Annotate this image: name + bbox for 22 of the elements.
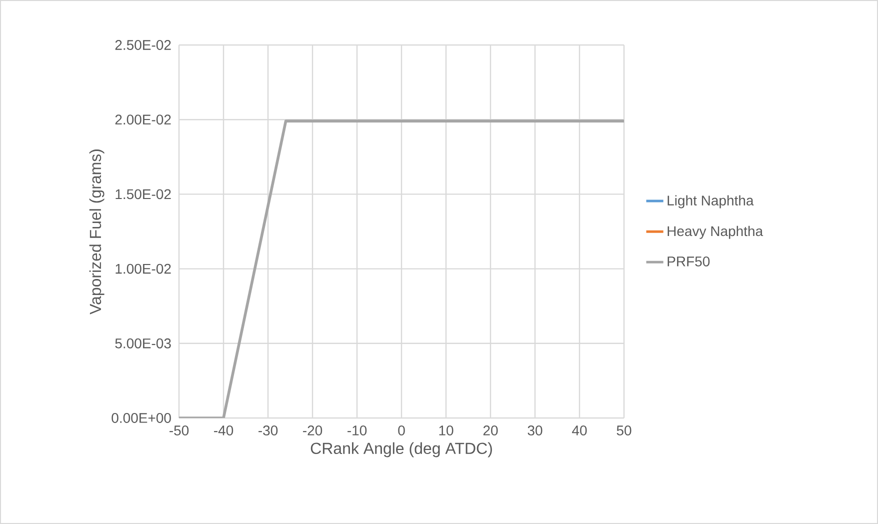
y-tick-label: 0.00E+00 [112, 413, 171, 423]
y-tick-label: 1.50E-02 [116, 189, 171, 200]
x-axis-title: CRank Angle (deg ATDC) [310, 442, 492, 458]
legend-label: Heavy Naphtha [668, 226, 764, 239]
x-tick-label: -40 [214, 426, 234, 436]
y-tick-label: 2.00E-02 [115, 114, 171, 125]
y-tick-label: 2.50E-02 [115, 40, 171, 50]
y-tick-label: 5.00E-03 [115, 338, 171, 348]
y-tick-label: 1.00E-02 [116, 264, 171, 274]
x-tick-label: 50 [616, 426, 632, 436]
y-axis-title: Vaporized Fuel (grams) [89, 150, 104, 314]
x-tick-label: 30 [528, 426, 542, 436]
x-tick-label: 0 [398, 426, 405, 436]
x-tick-label: -30 [258, 426, 278, 436]
x-tick-label: 20 [483, 426, 498, 436]
x-tick-label: -20 [303, 426, 322, 436]
x-tick-label: -50 [170, 426, 189, 436]
x-tick-label: -10 [348, 426, 367, 436]
legend-label: Light Naphtha [668, 195, 754, 208]
x-tick-label: 40 [572, 426, 587, 436]
legend-label: PRF50 [668, 256, 710, 266]
x-tick-label: 10 [439, 426, 454, 436]
